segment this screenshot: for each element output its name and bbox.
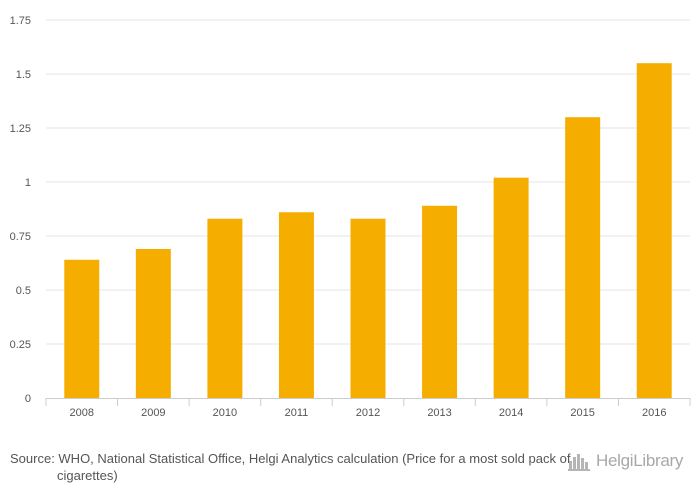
x-tick-label: 2010 [213,407,237,419]
helgi-library-logo: HelgiLibrary [568,450,683,472]
bar-2013 [422,205,458,398]
x-tick-label: 2008 [70,407,94,419]
y-tick-label: 0.5 [16,285,31,297]
x-tick-label: 2012 [356,407,380,419]
x-tick-label: 2011 [285,407,309,419]
bar-2012 [350,218,386,398]
x-tick-label: 2016 [642,407,666,419]
bar-2011 [278,212,314,398]
x-tick-label: 2015 [570,407,594,419]
y-tick-label: 1.75 [10,15,31,27]
x-axis: 2008 2009 2010 2011 2012 2013 2014 2015 2016 [45,398,691,419]
y-tick-label: 1.25 [10,123,31,135]
y-axis: 0 0.25 0.5 0.75 1 1.25 1.5 1.75 [10,15,31,405]
y-tick-label: 0.75 [10,231,31,243]
bar-2015 [565,117,601,398]
bar-2010 [207,218,243,398]
x-tick-label: 2009 [141,407,165,419]
helgi-logo-icon [568,454,590,471]
y-tick-label: 1 [25,177,31,189]
y-tick-label: 0 [25,393,31,405]
bar-2014 [493,177,529,398]
bar-2008 [64,259,100,398]
x-tick-label: 2014 [499,407,523,419]
y-tick-label: 0.25 [10,339,31,351]
bar-2016 [636,63,672,398]
bar-2009 [135,248,171,398]
source-note: Source: WHO, National Statistical Office… [10,451,571,483]
x-tick-label: 2013 [427,407,451,419]
logo-text: HelgiLibrary [596,451,684,470]
bar-chart: 0 0.25 0.5 0.75 1 1.25 1.5 1.75 2008 2009 2010 201… [10,15,691,419]
y-tick-label: 1.5 [16,69,31,81]
bars [64,63,672,398]
